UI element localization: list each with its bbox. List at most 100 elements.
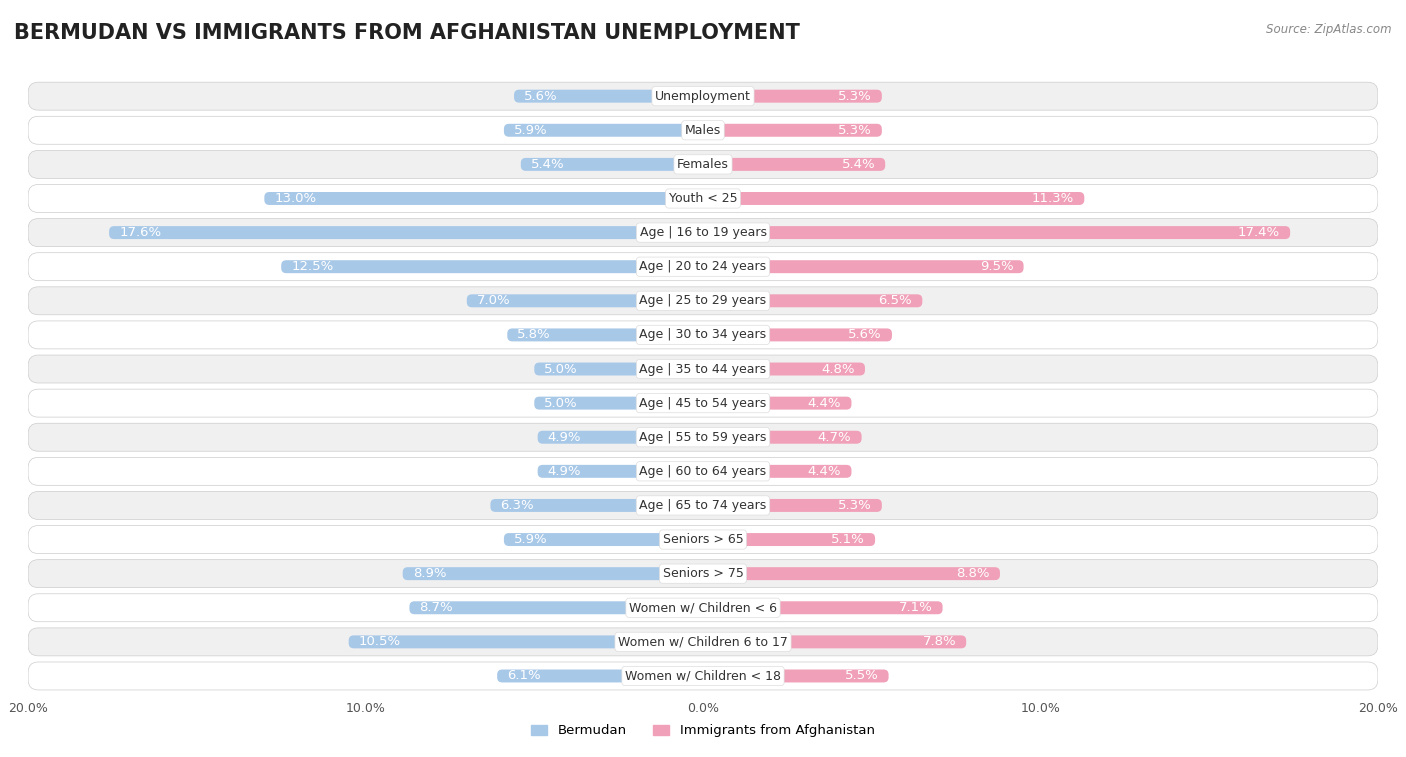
Legend: Bermudan, Immigrants from Afghanistan: Bermudan, Immigrants from Afghanistan [526, 719, 880, 743]
FancyBboxPatch shape [498, 669, 703, 683]
Text: 11.3%: 11.3% [1032, 192, 1074, 205]
Text: Age | 65 to 74 years: Age | 65 to 74 years [640, 499, 766, 512]
FancyBboxPatch shape [534, 397, 703, 410]
Text: BERMUDAN VS IMMIGRANTS FROM AFGHANISTAN UNEMPLOYMENT: BERMUDAN VS IMMIGRANTS FROM AFGHANISTAN … [14, 23, 800, 42]
Text: 5.0%: 5.0% [544, 363, 578, 375]
FancyBboxPatch shape [503, 533, 703, 546]
Text: 4.9%: 4.9% [548, 431, 581, 444]
Text: 5.9%: 5.9% [515, 533, 548, 546]
Text: 8.9%: 8.9% [413, 567, 446, 580]
FancyBboxPatch shape [28, 559, 1378, 587]
Text: 8.8%: 8.8% [956, 567, 990, 580]
Text: 4.8%: 4.8% [821, 363, 855, 375]
FancyBboxPatch shape [28, 628, 1378, 656]
FancyBboxPatch shape [28, 662, 1378, 690]
Text: Youth < 25: Youth < 25 [669, 192, 737, 205]
FancyBboxPatch shape [402, 567, 703, 580]
Text: 5.6%: 5.6% [848, 329, 882, 341]
Text: Seniors > 75: Seniors > 75 [662, 567, 744, 580]
Text: Age | 45 to 54 years: Age | 45 to 54 years [640, 397, 766, 410]
Text: 5.6%: 5.6% [524, 89, 558, 103]
FancyBboxPatch shape [703, 499, 882, 512]
FancyBboxPatch shape [537, 465, 703, 478]
Text: 6.5%: 6.5% [879, 294, 912, 307]
Text: 7.0%: 7.0% [477, 294, 510, 307]
FancyBboxPatch shape [703, 89, 882, 103]
Text: 7.1%: 7.1% [898, 601, 932, 614]
Text: Age | 35 to 44 years: Age | 35 to 44 years [640, 363, 766, 375]
FancyBboxPatch shape [28, 321, 1378, 349]
FancyBboxPatch shape [703, 567, 1000, 580]
FancyBboxPatch shape [537, 431, 703, 444]
Text: Age | 25 to 29 years: Age | 25 to 29 years [640, 294, 766, 307]
Text: 7.8%: 7.8% [922, 635, 956, 648]
FancyBboxPatch shape [703, 124, 882, 137]
FancyBboxPatch shape [28, 457, 1378, 485]
FancyBboxPatch shape [28, 151, 1378, 179]
FancyBboxPatch shape [703, 226, 1291, 239]
FancyBboxPatch shape [28, 389, 1378, 417]
Text: 5.5%: 5.5% [845, 669, 879, 683]
FancyBboxPatch shape [520, 158, 703, 171]
FancyBboxPatch shape [703, 158, 886, 171]
FancyBboxPatch shape [703, 431, 862, 444]
Text: 5.1%: 5.1% [831, 533, 865, 546]
Text: 10.5%: 10.5% [359, 635, 401, 648]
Text: 9.5%: 9.5% [980, 260, 1014, 273]
Text: 17.4%: 17.4% [1237, 226, 1279, 239]
FancyBboxPatch shape [703, 533, 875, 546]
Text: 5.3%: 5.3% [838, 124, 872, 137]
Text: Age | 20 to 24 years: Age | 20 to 24 years [640, 260, 766, 273]
Text: 4.4%: 4.4% [808, 465, 841, 478]
Text: 6.3%: 6.3% [501, 499, 534, 512]
Text: 4.7%: 4.7% [818, 431, 852, 444]
Text: Seniors > 65: Seniors > 65 [662, 533, 744, 546]
FancyBboxPatch shape [28, 525, 1378, 553]
Text: 6.1%: 6.1% [508, 669, 541, 683]
FancyBboxPatch shape [28, 219, 1378, 247]
FancyBboxPatch shape [28, 83, 1378, 111]
FancyBboxPatch shape [534, 363, 703, 375]
FancyBboxPatch shape [703, 669, 889, 683]
FancyBboxPatch shape [349, 635, 703, 648]
Text: 12.5%: 12.5% [291, 260, 333, 273]
FancyBboxPatch shape [28, 423, 1378, 451]
FancyBboxPatch shape [703, 192, 1084, 205]
FancyBboxPatch shape [503, 124, 703, 137]
FancyBboxPatch shape [515, 89, 703, 103]
FancyBboxPatch shape [703, 260, 1024, 273]
FancyBboxPatch shape [264, 192, 703, 205]
FancyBboxPatch shape [28, 593, 1378, 621]
FancyBboxPatch shape [703, 294, 922, 307]
Text: Age | 16 to 19 years: Age | 16 to 19 years [640, 226, 766, 239]
FancyBboxPatch shape [703, 635, 966, 648]
Text: Women w/ Children 6 to 17: Women w/ Children 6 to 17 [619, 635, 787, 648]
Text: 5.3%: 5.3% [838, 89, 872, 103]
FancyBboxPatch shape [703, 329, 891, 341]
Text: Age | 55 to 59 years: Age | 55 to 59 years [640, 431, 766, 444]
Text: Women w/ Children < 6: Women w/ Children < 6 [628, 601, 778, 614]
FancyBboxPatch shape [467, 294, 703, 307]
FancyBboxPatch shape [28, 253, 1378, 281]
FancyBboxPatch shape [28, 287, 1378, 315]
Text: 5.9%: 5.9% [515, 124, 548, 137]
Text: Males: Males [685, 124, 721, 137]
Text: 8.7%: 8.7% [419, 601, 453, 614]
FancyBboxPatch shape [703, 601, 942, 614]
FancyBboxPatch shape [409, 601, 703, 614]
Text: 4.9%: 4.9% [548, 465, 581, 478]
Text: 5.8%: 5.8% [517, 329, 551, 341]
Text: Women w/ Children < 18: Women w/ Children < 18 [626, 669, 780, 683]
Text: Unemployment: Unemployment [655, 89, 751, 103]
Text: Females: Females [678, 158, 728, 171]
FancyBboxPatch shape [28, 355, 1378, 383]
Text: Age | 60 to 64 years: Age | 60 to 64 years [640, 465, 766, 478]
Text: 5.0%: 5.0% [544, 397, 578, 410]
FancyBboxPatch shape [28, 491, 1378, 519]
FancyBboxPatch shape [28, 185, 1378, 213]
FancyBboxPatch shape [28, 117, 1378, 145]
FancyBboxPatch shape [281, 260, 703, 273]
Text: 5.4%: 5.4% [841, 158, 875, 171]
Text: Source: ZipAtlas.com: Source: ZipAtlas.com [1267, 23, 1392, 36]
Text: Age | 30 to 34 years: Age | 30 to 34 years [640, 329, 766, 341]
